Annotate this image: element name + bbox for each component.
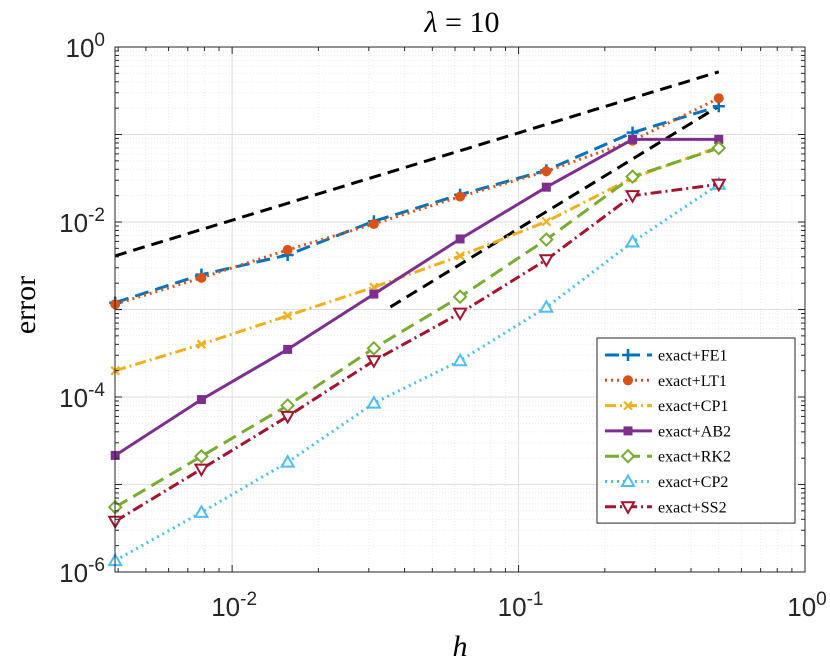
legend-label: exact+CP1 — [658, 398, 728, 415]
chart-title: λ = 10 — [424, 6, 500, 39]
data-point — [538, 232, 554, 247]
ticks: 10-2 10-1 100 100 10-2 10-4 10-6 — [59, 30, 827, 622]
data-point — [452, 352, 468, 367]
data-point — [282, 244, 293, 255]
data-point — [625, 169, 640, 185]
data-point — [366, 395, 382, 409]
data-point — [196, 339, 207, 350]
series-line — [114, 182, 719, 523]
legend-label: exact+RK2 — [658, 449, 731, 466]
series-exact+SS2 — [107, 178, 727, 530]
legend: exact+FE1 exact+LT1 exact+CP1 exact+AB2 exac… — [596, 337, 796, 524]
x-tick-label: 10-2 — [211, 589, 257, 622]
y-tick-label: 10-2 — [59, 205, 105, 238]
legend-item: exact+CP2 — [605, 473, 728, 491]
data-point — [538, 254, 555, 268]
data-point — [369, 289, 379, 299]
data-point — [279, 410, 296, 425]
legend-item: exact+CP1 — [605, 398, 728, 415]
series-line — [114, 183, 720, 562]
data-point — [196, 395, 206, 405]
data-point — [193, 463, 210, 478]
data-point — [628, 134, 638, 144]
data-point — [541, 216, 552, 227]
data-point — [620, 473, 636, 487]
data-point — [368, 218, 379, 229]
data-point — [620, 501, 636, 515]
data-point — [620, 448, 636, 464]
y-tick-label: 10-4 — [59, 380, 105, 413]
data-point — [623, 426, 633, 436]
legend-label: exact+AB2 — [658, 423, 731, 440]
y-tick-label: 100 — [66, 30, 106, 63]
legend-label: exact+LT1 — [658, 373, 727, 390]
legend-item: exact+LT1 — [605, 373, 727, 390]
legend-item: exact+AB2 — [605, 423, 731, 440]
data-point — [455, 234, 465, 244]
data-point — [283, 344, 293, 354]
reference-lines — [114, 70, 720, 309]
data-point — [366, 340, 382, 356]
data-point — [196, 272, 207, 283]
series-exact+RK2 — [107, 140, 727, 515]
series-line — [114, 137, 719, 457]
legend-item: exact+SS2 — [605, 499, 727, 516]
reference-line — [389, 105, 720, 309]
data-point — [711, 178, 727, 193]
legend-item: exact+FE1 — [605, 348, 727, 365]
legend-item: exact+RK2 — [605, 449, 731, 466]
data-point — [622, 349, 634, 361]
legend-label: exact+CP2 — [658, 474, 728, 491]
y-axis-label: error — [9, 276, 42, 334]
data-point — [452, 289, 468, 305]
reference-line — [114, 70, 720, 258]
data-point — [282, 310, 293, 321]
data-point — [279, 454, 296, 468]
data-point — [452, 307, 468, 322]
data-point — [193, 504, 210, 518]
data-point — [541, 166, 552, 177]
series-line — [114, 145, 720, 373]
x-tick-label: 100 — [787, 589, 827, 622]
data-point — [624, 190, 641, 204]
series-line — [114, 146, 720, 509]
data-point — [538, 299, 555, 313]
series-layer — [107, 93, 727, 567]
y-tick-label: 10-6 — [59, 555, 105, 588]
data-point — [713, 93, 724, 104]
data-point — [455, 251, 465, 261]
x-tick-label: 10-1 — [498, 589, 544, 622]
data-point — [711, 140, 727, 156]
data-point — [455, 191, 466, 202]
legend-label: exact+FE1 — [658, 348, 727, 365]
data-point — [366, 355, 382, 369]
data-point — [624, 234, 641, 248]
series-line — [114, 104, 720, 305]
data-point — [623, 375, 633, 386]
data-point — [541, 182, 551, 192]
legend-label: exact+SS2 — [658, 499, 727, 516]
data-point — [623, 400, 633, 411]
x-axis-label: h — [453, 630, 468, 663]
data-point — [194, 448, 209, 464]
